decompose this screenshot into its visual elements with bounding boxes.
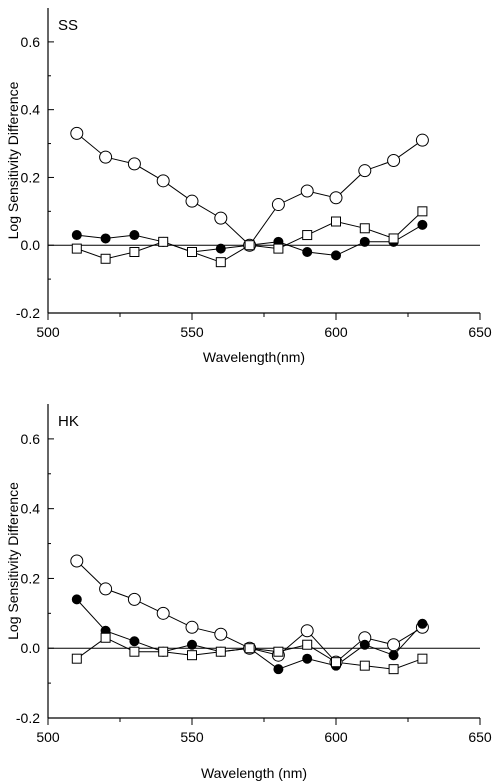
data-point-open-circle [214,627,228,641]
data-point-open-circle [300,184,314,198]
x-tick-label: 650 [468,324,492,340]
data-point-square [158,646,169,657]
data-point-square [129,646,140,657]
data-point-filled-circle [302,653,313,664]
data-point-square [302,230,313,241]
panel-label: HK [58,413,79,430]
data-point-open-circle [70,126,84,140]
data-point-open-circle [387,154,401,167]
data-point-square [388,664,399,675]
data-point-square [388,233,399,244]
data-point-filled-circle [417,219,428,230]
data-point-open-circle [156,174,170,188]
data-point-square [71,243,82,254]
y-tick-label: 0.6 [21,34,41,50]
series-line-open-circle [76,133,423,246]
data-point-open-circle [185,620,199,634]
data-point-square [359,660,370,671]
x-tick-label: 600 [324,729,348,745]
data-point-square [273,646,284,657]
data-point-open-circle [329,191,343,205]
y-tick-label: 0.2 [21,570,41,586]
series-line-open-square [76,210,423,263]
data-point-square [331,657,341,668]
data-point-open-circle [271,198,285,212]
panel-hk: -0.2 0.0 0.2 0.4 0.6 500 550 600 650 Wavelength (… [5,404,492,781]
series-line-filled-circle [76,599,423,670]
x-axis-label: Wavelength (nm) [201,765,307,781]
data-point-open-circle [300,624,314,638]
x-tick-label: 650 [468,729,492,745]
data-point-filled-circle [187,639,197,650]
data-point-square [331,216,341,227]
data-point-filled-circle [302,247,313,257]
panel-ss: -0.2 0.0 0.2 0.4 0.6 500 550 600 650 Wavelength(n… [5,8,492,365]
data-point-filled-circle [100,233,111,244]
data-point-square [158,236,169,247]
data-point-square [187,247,197,257]
y-tick-label: -0.2 [16,305,40,321]
data-point-square [215,257,226,268]
panel-label: SS [58,17,78,34]
data-point-square [100,632,111,643]
data-point-open-circle [127,592,141,606]
y-tick-label: 0.6 [21,431,41,447]
data-point-square [359,223,370,234]
data-point-open-circle [99,582,113,596]
y-tick-label: 0.4 [21,501,41,517]
data-point-open-circle [358,164,372,178]
y-tick-label: 0.0 [21,640,41,656]
data-point-square [273,243,284,254]
data-point-filled-circle [359,236,370,247]
data-point-filled-circle [417,618,428,629]
data-point-open-circle [127,157,141,171]
data-point-square [302,639,313,650]
data-point-filled-circle [359,639,370,650]
data-point-open-circle [70,554,84,568]
x-tick-label: 550 [180,324,204,340]
y-tick-label: -0.2 [16,710,40,726]
data-point-square [129,247,140,257]
data-point-square [417,206,428,217]
y-tick-label: 0.4 [21,102,41,118]
x-axis-label: Wavelength(nm) [203,349,305,365]
data-point-filled-circle [331,250,341,261]
x-tick-label: 500 [36,324,60,340]
x-tick-label: 500 [36,729,60,745]
y-tick-label: 0.0 [21,237,41,253]
data-point-square [244,240,255,251]
data-point-square [244,643,255,654]
data-point-filled-circle [129,636,140,647]
data-point-filled-circle [129,230,140,241]
data-point-square [100,253,111,264]
data-point-open-circle [185,194,199,208]
data-point-open-circle [387,638,401,652]
x-tick-label: 550 [180,729,204,745]
y-tick-label: 0.2 [21,169,41,185]
data-point-filled-circle [273,664,284,675]
data-point-filled-circle [71,594,82,605]
data-point-open-circle [214,211,228,225]
data-point-filled-circle [388,650,399,661]
data-point-open-circle [156,606,170,620]
y-axis-label: Log Sensitivity Difference [5,81,21,239]
data-point-square [187,650,197,661]
x-tick-label: 600 [324,324,348,340]
data-point-square [215,646,226,657]
y-axis-label: Log Sensitivity Difference [5,482,21,640]
data-point-filled-circle [71,230,82,241]
data-point-open-circle [415,133,429,147]
data-point-open-circle [99,150,113,164]
data-point-square [71,653,82,664]
data-point-square [417,653,428,664]
data-point-filled-circle [215,243,226,254]
